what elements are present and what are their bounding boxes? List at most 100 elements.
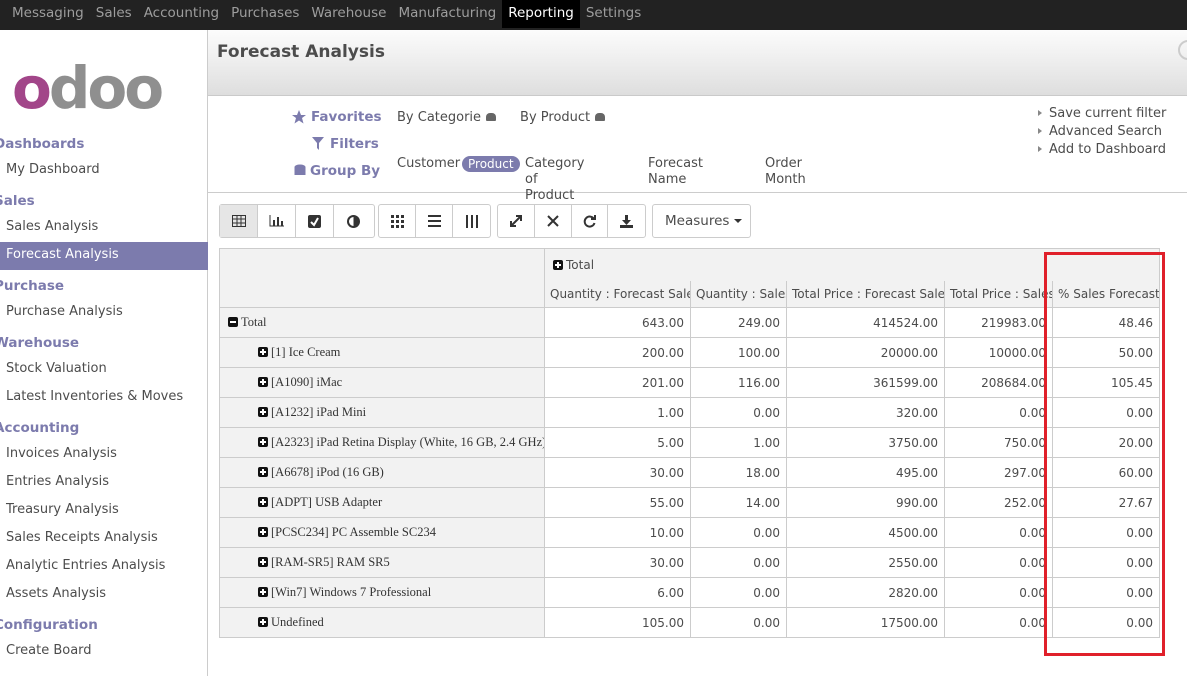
search-link[interactable]: Add to Dashboard: [1038, 140, 1166, 158]
cell: 100.00: [691, 338, 787, 368]
link-label[interactable]: Advanced Search: [1049, 124, 1162, 139]
row-label[interactable]: Total: [241, 315, 267, 329]
table-row: [A1090] iMac201.00116.00361599.00208684.…: [220, 368, 1160, 398]
row-label[interactable]: [ADPT] USB Adapter: [271, 495, 382, 509]
expand-button[interactable]: [498, 205, 535, 237]
menu-link[interactable]: Sales Analysis: [0, 214, 208, 242]
pivot-button[interactable]: [220, 205, 258, 237]
logo[interactable]: odoo: [12, 58, 161, 118]
link-label[interactable]: Add to Dashboard: [1049, 142, 1166, 157]
menu-link[interactable]: Forecast Analysis: [0, 242, 208, 270]
row-header[interactable]: [A2323] iPad Retina Display (White, 16 G…: [220, 428, 545, 458]
menu-item[interactable]: Manufacturing: [392, 0, 502, 28]
column-header[interactable]: Total Price : Forecast Sales: [787, 281, 945, 308]
menu-item[interactable]: Settings: [580, 0, 647, 28]
menu-link[interactable]: My Dashboard: [0, 157, 208, 185]
menu-link[interactable]: Create Board: [0, 638, 208, 666]
column-header[interactable]: Quantity : Forecast Sales: [545, 281, 691, 308]
row-header[interactable]: [1] Ice Cream: [220, 338, 545, 368]
users-icon: [486, 113, 496, 121]
expand-icon: [258, 467, 268, 477]
row-header[interactable]: [A1090] iMac: [220, 368, 545, 398]
header: Forecast Analysis: [208, 30, 1187, 96]
collapse-button[interactable]: [535, 205, 572, 237]
groupby-label[interactable]: Group By: [310, 163, 380, 179]
cell: 116.00: [691, 368, 787, 398]
groupby-item[interactable]: Product: [462, 156, 520, 172]
groupby-item[interactable]: Order Month: [765, 156, 806, 188]
row-label[interactable]: [RAM-SR5] RAM SR5: [271, 555, 390, 569]
menu-item[interactable]: Accounting: [138, 0, 225, 28]
row-label[interactable]: [A1232] iPad Mini: [271, 405, 366, 419]
groupby-item[interactable]: Category of Product: [525, 156, 584, 204]
row-header[interactable]: [ADPT] USB Adapter: [220, 488, 545, 518]
measures-label[interactable]: Measures: [665, 213, 729, 229]
column-header[interactable]: Quantity : Sales: [691, 281, 787, 308]
menu-link[interactable]: Assets Analysis: [0, 581, 208, 609]
menu-item[interactable]: Reporting: [502, 0, 580, 28]
row-header[interactable]: Undefined: [220, 608, 545, 638]
column-header[interactable]: Total Price : Sales: [945, 281, 1053, 308]
menu-link[interactable]: Stock Valuation: [0, 356, 208, 384]
link-label[interactable]: Save current filter: [1049, 106, 1166, 121]
reload-button[interactable]: [572, 205, 609, 237]
row-header[interactable]: [PCSC234] PC Assemble SC234: [220, 518, 545, 548]
menu-link[interactable]: Entries Analysis: [0, 469, 208, 497]
menu-link[interactable]: Treasury Analysis: [0, 497, 208, 525]
cell: 414524.00: [787, 308, 945, 338]
check-button[interactable]: [296, 205, 334, 237]
grid-button[interactable]: [379, 205, 416, 237]
favorite-item[interactable]: By Product: [520, 110, 605, 125]
columns-button[interactable]: [453, 205, 490, 237]
cell: 18.00: [691, 458, 787, 488]
menu-item[interactable]: Purchases: [225, 0, 305, 28]
menu-link[interactable]: Invoices Analysis: [0, 441, 208, 469]
menu-link[interactable]: Latest Inventories & Moves: [0, 384, 208, 412]
row-label[interactable]: [A6678] iPod (16 GB): [271, 465, 384, 479]
menu-item[interactable]: Messaging: [6, 0, 90, 28]
expand-icon: [258, 407, 268, 417]
cell: 10000.00: [945, 338, 1053, 368]
favorite-label[interactable]: By Categorie: [397, 110, 481, 125]
menu-link[interactable]: Purchase Analysis: [0, 299, 208, 327]
row-label[interactable]: [A2323] iPad Retina Display (White, 16 G…: [271, 435, 545, 449]
favorite-item[interactable]: By Categorie: [397, 110, 496, 125]
menu-link[interactable]: Analytic Entries Analysis: [0, 553, 208, 581]
cell: 30.00: [545, 458, 691, 488]
row-label[interactable]: [Win7] Windows 7 Professional: [271, 585, 431, 599]
row-header[interactable]: [A1232] iPad Mini: [220, 398, 545, 428]
row-label[interactable]: Undefined: [271, 615, 324, 629]
table-row: Total643.00249.00414524.00219983.0048.46: [220, 308, 1160, 338]
search-panel: Favorites Filters Group By By Categorie B…: [208, 96, 1187, 193]
menu-item[interactable]: Sales: [90, 0, 138, 28]
row-header[interactable]: [Win7] Windows 7 Professional: [220, 578, 545, 608]
favorite-label[interactable]: By Product: [520, 110, 590, 125]
row-header[interactable]: [RAM-SR5] RAM SR5: [220, 548, 545, 578]
groupby-item[interactable]: Forecast Name: [648, 156, 703, 188]
section-title: Dashboards: [0, 131, 208, 157]
row-label[interactable]: [A1090] iMac: [271, 375, 342, 389]
expand-icon: [553, 260, 563, 270]
download-button[interactable]: [608, 205, 645, 237]
filters-label[interactable]: Filters: [330, 136, 379, 152]
search-link[interactable]: Save current filter: [1038, 104, 1166, 122]
pie-button[interactable]: [334, 205, 372, 237]
search-link[interactable]: Advanced Search: [1038, 122, 1166, 140]
rows-button[interactable]: [416, 205, 453, 237]
row-label[interactable]: [PCSC234] PC Assemble SC234: [271, 525, 436, 539]
group-label[interactable]: Total: [566, 258, 594, 272]
pivot-table: Total Quantity : Forecast SalesQuantity :…: [219, 248, 1160, 638]
row-header[interactable]: Total: [220, 308, 545, 338]
graph-button[interactable]: [258, 205, 296, 237]
menu-item[interactable]: Warehouse: [305, 0, 392, 28]
menu-link[interactable]: Sales Receipts Analysis: [0, 525, 208, 553]
favorites-label[interactable]: Favorites: [311, 109, 382, 125]
expand-icon: [258, 587, 268, 597]
row-header[interactable]: [A6678] iPod (16 GB): [220, 458, 545, 488]
row-label[interactable]: [1] Ice Cream: [271, 345, 340, 359]
avatar[interactable]: [1178, 40, 1187, 60]
groupby-item[interactable]: Customer: [397, 156, 460, 172]
measures-button[interactable]: Measures: [652, 204, 751, 238]
section-title: Warehouse: [0, 330, 208, 356]
